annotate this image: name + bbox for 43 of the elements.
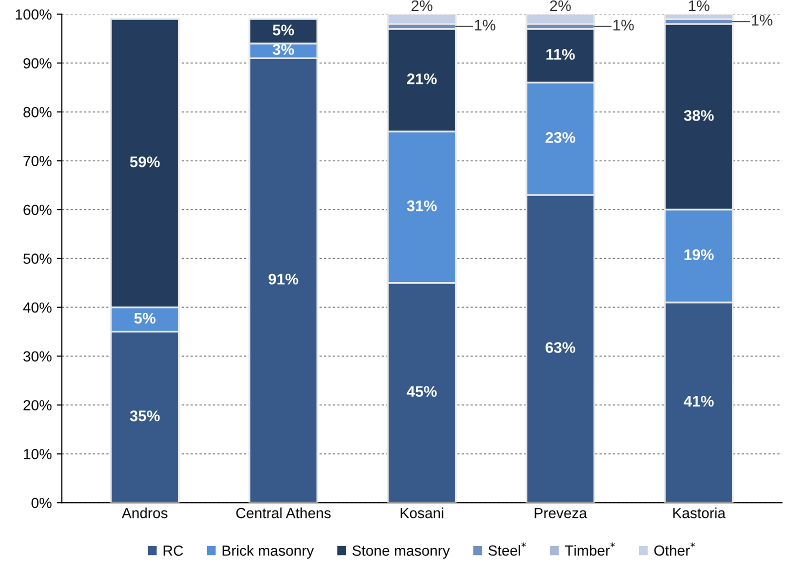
y-tick-label: 0% [32, 498, 52, 508]
data-label: 1% [613, 20, 634, 30]
data-label: 59% [130, 156, 160, 168]
data-label: 35% [130, 410, 160, 422]
legend-label: Timber$^{*}$ [564, 542, 615, 556]
data-label: 45% [406, 386, 437, 397]
x-tick-label: Central Athens [236, 508, 331, 518]
data-label: 2% [412, 0, 432, 12]
y-tick-label: 100% [16, 9, 52, 20]
y-tick-label: 70% [24, 156, 52, 166]
data-label: 1% [752, 14, 772, 26]
data-label: 91% [268, 274, 298, 285]
x-tick-label: Preveza [534, 508, 588, 518]
y-tick-label: 80% [23, 106, 52, 118]
data-label: 21% [407, 73, 437, 84]
y-tick-label: 90% [24, 58, 52, 68]
y-tick-label: 20% [24, 400, 52, 410]
y-tick-label: 30% [23, 351, 52, 362]
data-label: 38% [684, 110, 714, 121]
data-label: 31% [406, 200, 437, 212]
x-tick-label: Kastoria [673, 508, 726, 518]
data-label: 5% [272, 24, 294, 36]
data-label: 2% [550, 0, 571, 12]
legend-label: Stone masonry [352, 546, 450, 559]
data-label: 1% [474, 20, 496, 30]
data-label: 63% [546, 342, 576, 353]
data-label: 19% [684, 249, 714, 260]
legend-label: Other$^{*}$ [654, 542, 696, 556]
x-tick-label: Kosani [400, 508, 444, 518]
legend-label: Brick masonry [222, 545, 314, 559]
data-label: 41% [684, 396, 714, 407]
data-label: 23% [546, 132, 576, 143]
x-tick-label: Andros [122, 508, 168, 518]
y-tick-label: 40% [23, 302, 52, 313]
legend-label: RC [164, 546, 184, 556]
y-tick-label: 50% [23, 254, 52, 264]
data-label: 1% [688, 0, 710, 12]
legend-label: Steel$^{*}$ [488, 542, 526, 556]
data-label: 5% [134, 312, 156, 324]
y-tick-label: 10% [24, 448, 52, 460]
data-label: 11% [546, 49, 575, 60]
y-tick-label: 60% [24, 204, 52, 216]
data-label: 3% [272, 44, 294, 55]
